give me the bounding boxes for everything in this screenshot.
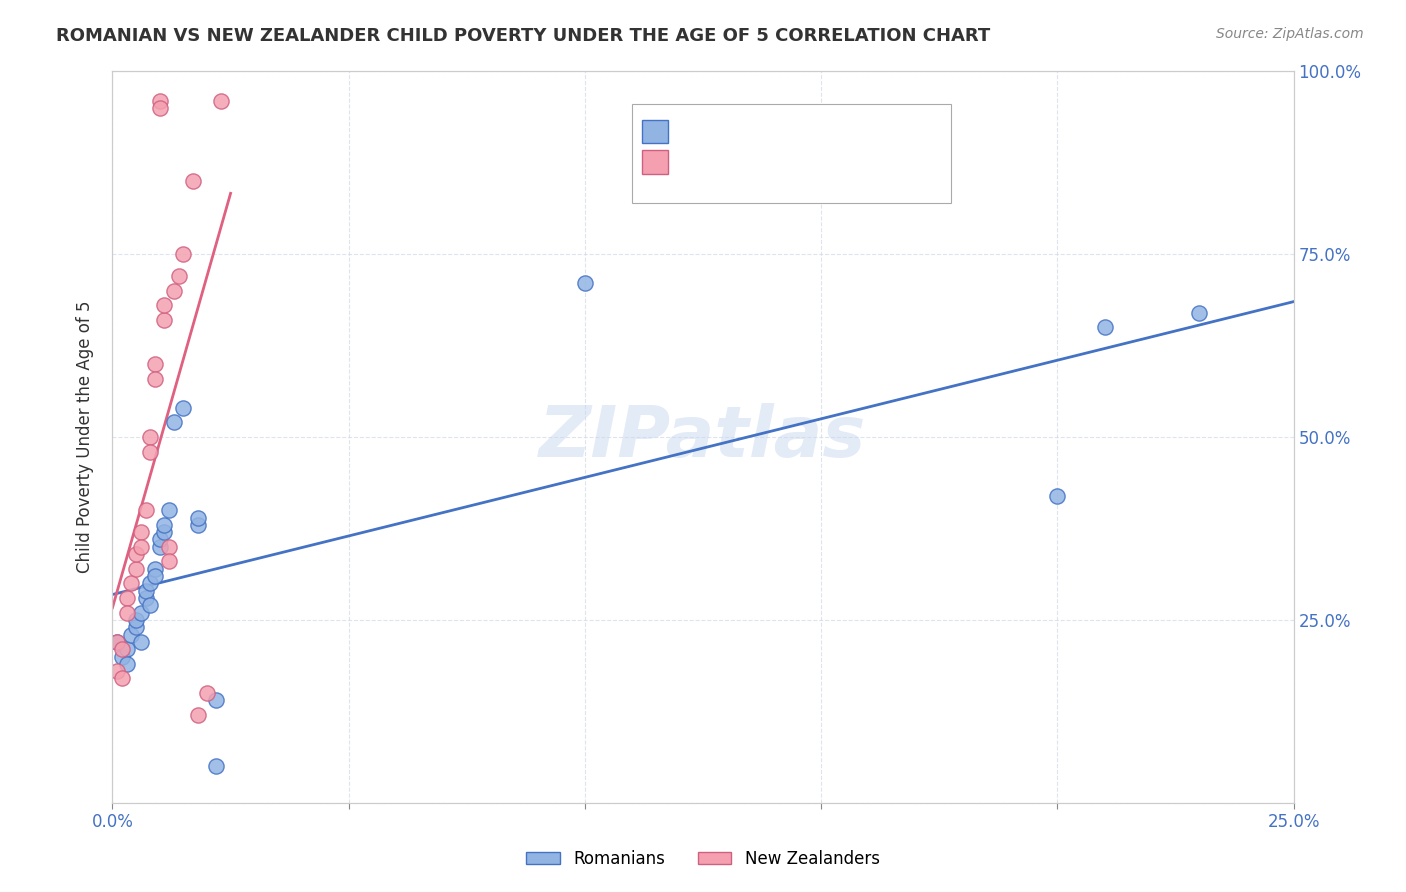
FancyBboxPatch shape xyxy=(633,104,950,203)
Point xyxy=(135,591,157,605)
Point xyxy=(172,247,194,261)
Point xyxy=(139,599,162,613)
Point xyxy=(129,606,152,620)
Point xyxy=(115,642,138,657)
Point xyxy=(163,416,186,430)
Point xyxy=(135,503,157,517)
Point xyxy=(125,547,148,561)
Legend: Romanians, New Zealanders: Romanians, New Zealanders xyxy=(520,844,886,875)
Point xyxy=(163,284,186,298)
Point xyxy=(149,101,172,115)
Point xyxy=(1094,320,1116,334)
Point xyxy=(139,576,162,591)
Point xyxy=(111,649,134,664)
Point xyxy=(205,693,228,707)
Point xyxy=(105,664,128,678)
Point xyxy=(143,562,166,576)
Point xyxy=(172,401,194,415)
Point xyxy=(149,533,172,547)
Point xyxy=(153,313,176,327)
Point xyxy=(181,174,204,188)
Point xyxy=(1046,489,1069,503)
Text: Source: ZipAtlas.com: Source: ZipAtlas.com xyxy=(1216,27,1364,41)
Point xyxy=(129,525,152,540)
Point xyxy=(153,517,176,532)
Point xyxy=(125,620,148,634)
Point xyxy=(143,357,166,371)
Point xyxy=(129,635,152,649)
Text: ZIPatlas: ZIPatlas xyxy=(540,402,866,472)
Point xyxy=(139,430,162,444)
Point xyxy=(129,540,152,554)
Point xyxy=(120,627,142,641)
FancyBboxPatch shape xyxy=(641,120,668,143)
Point xyxy=(115,657,138,671)
Point xyxy=(111,642,134,657)
Point xyxy=(143,569,166,583)
Point xyxy=(209,94,232,108)
Point xyxy=(125,613,148,627)
Point xyxy=(1188,306,1211,320)
Point xyxy=(153,525,176,540)
Point xyxy=(195,686,218,700)
Point xyxy=(157,503,180,517)
Point xyxy=(135,583,157,598)
Point xyxy=(111,672,134,686)
Point xyxy=(157,554,180,568)
Text: R = 0.602   N = 29: R = 0.602 N = 29 xyxy=(678,152,848,169)
Point xyxy=(120,576,142,591)
Text: R = 0.547   N = 30: R = 0.547 N = 30 xyxy=(678,121,848,139)
Point xyxy=(115,591,138,605)
Point xyxy=(157,540,180,554)
Point xyxy=(153,298,176,312)
FancyBboxPatch shape xyxy=(641,151,668,174)
Point xyxy=(143,371,166,385)
Point xyxy=(115,606,138,620)
Point xyxy=(205,759,228,773)
Point xyxy=(149,94,172,108)
Point xyxy=(105,635,128,649)
Point xyxy=(167,269,190,284)
Point xyxy=(105,635,128,649)
Point xyxy=(186,708,208,723)
Point xyxy=(125,562,148,576)
Point xyxy=(186,510,208,524)
Point xyxy=(149,540,172,554)
Point xyxy=(574,277,596,291)
Point xyxy=(139,444,162,458)
Text: ROMANIAN VS NEW ZEALANDER CHILD POVERTY UNDER THE AGE OF 5 CORRELATION CHART: ROMANIAN VS NEW ZEALANDER CHILD POVERTY … xyxy=(56,27,990,45)
Point xyxy=(186,517,208,532)
Y-axis label: Child Poverty Under the Age of 5: Child Poverty Under the Age of 5 xyxy=(76,301,94,574)
